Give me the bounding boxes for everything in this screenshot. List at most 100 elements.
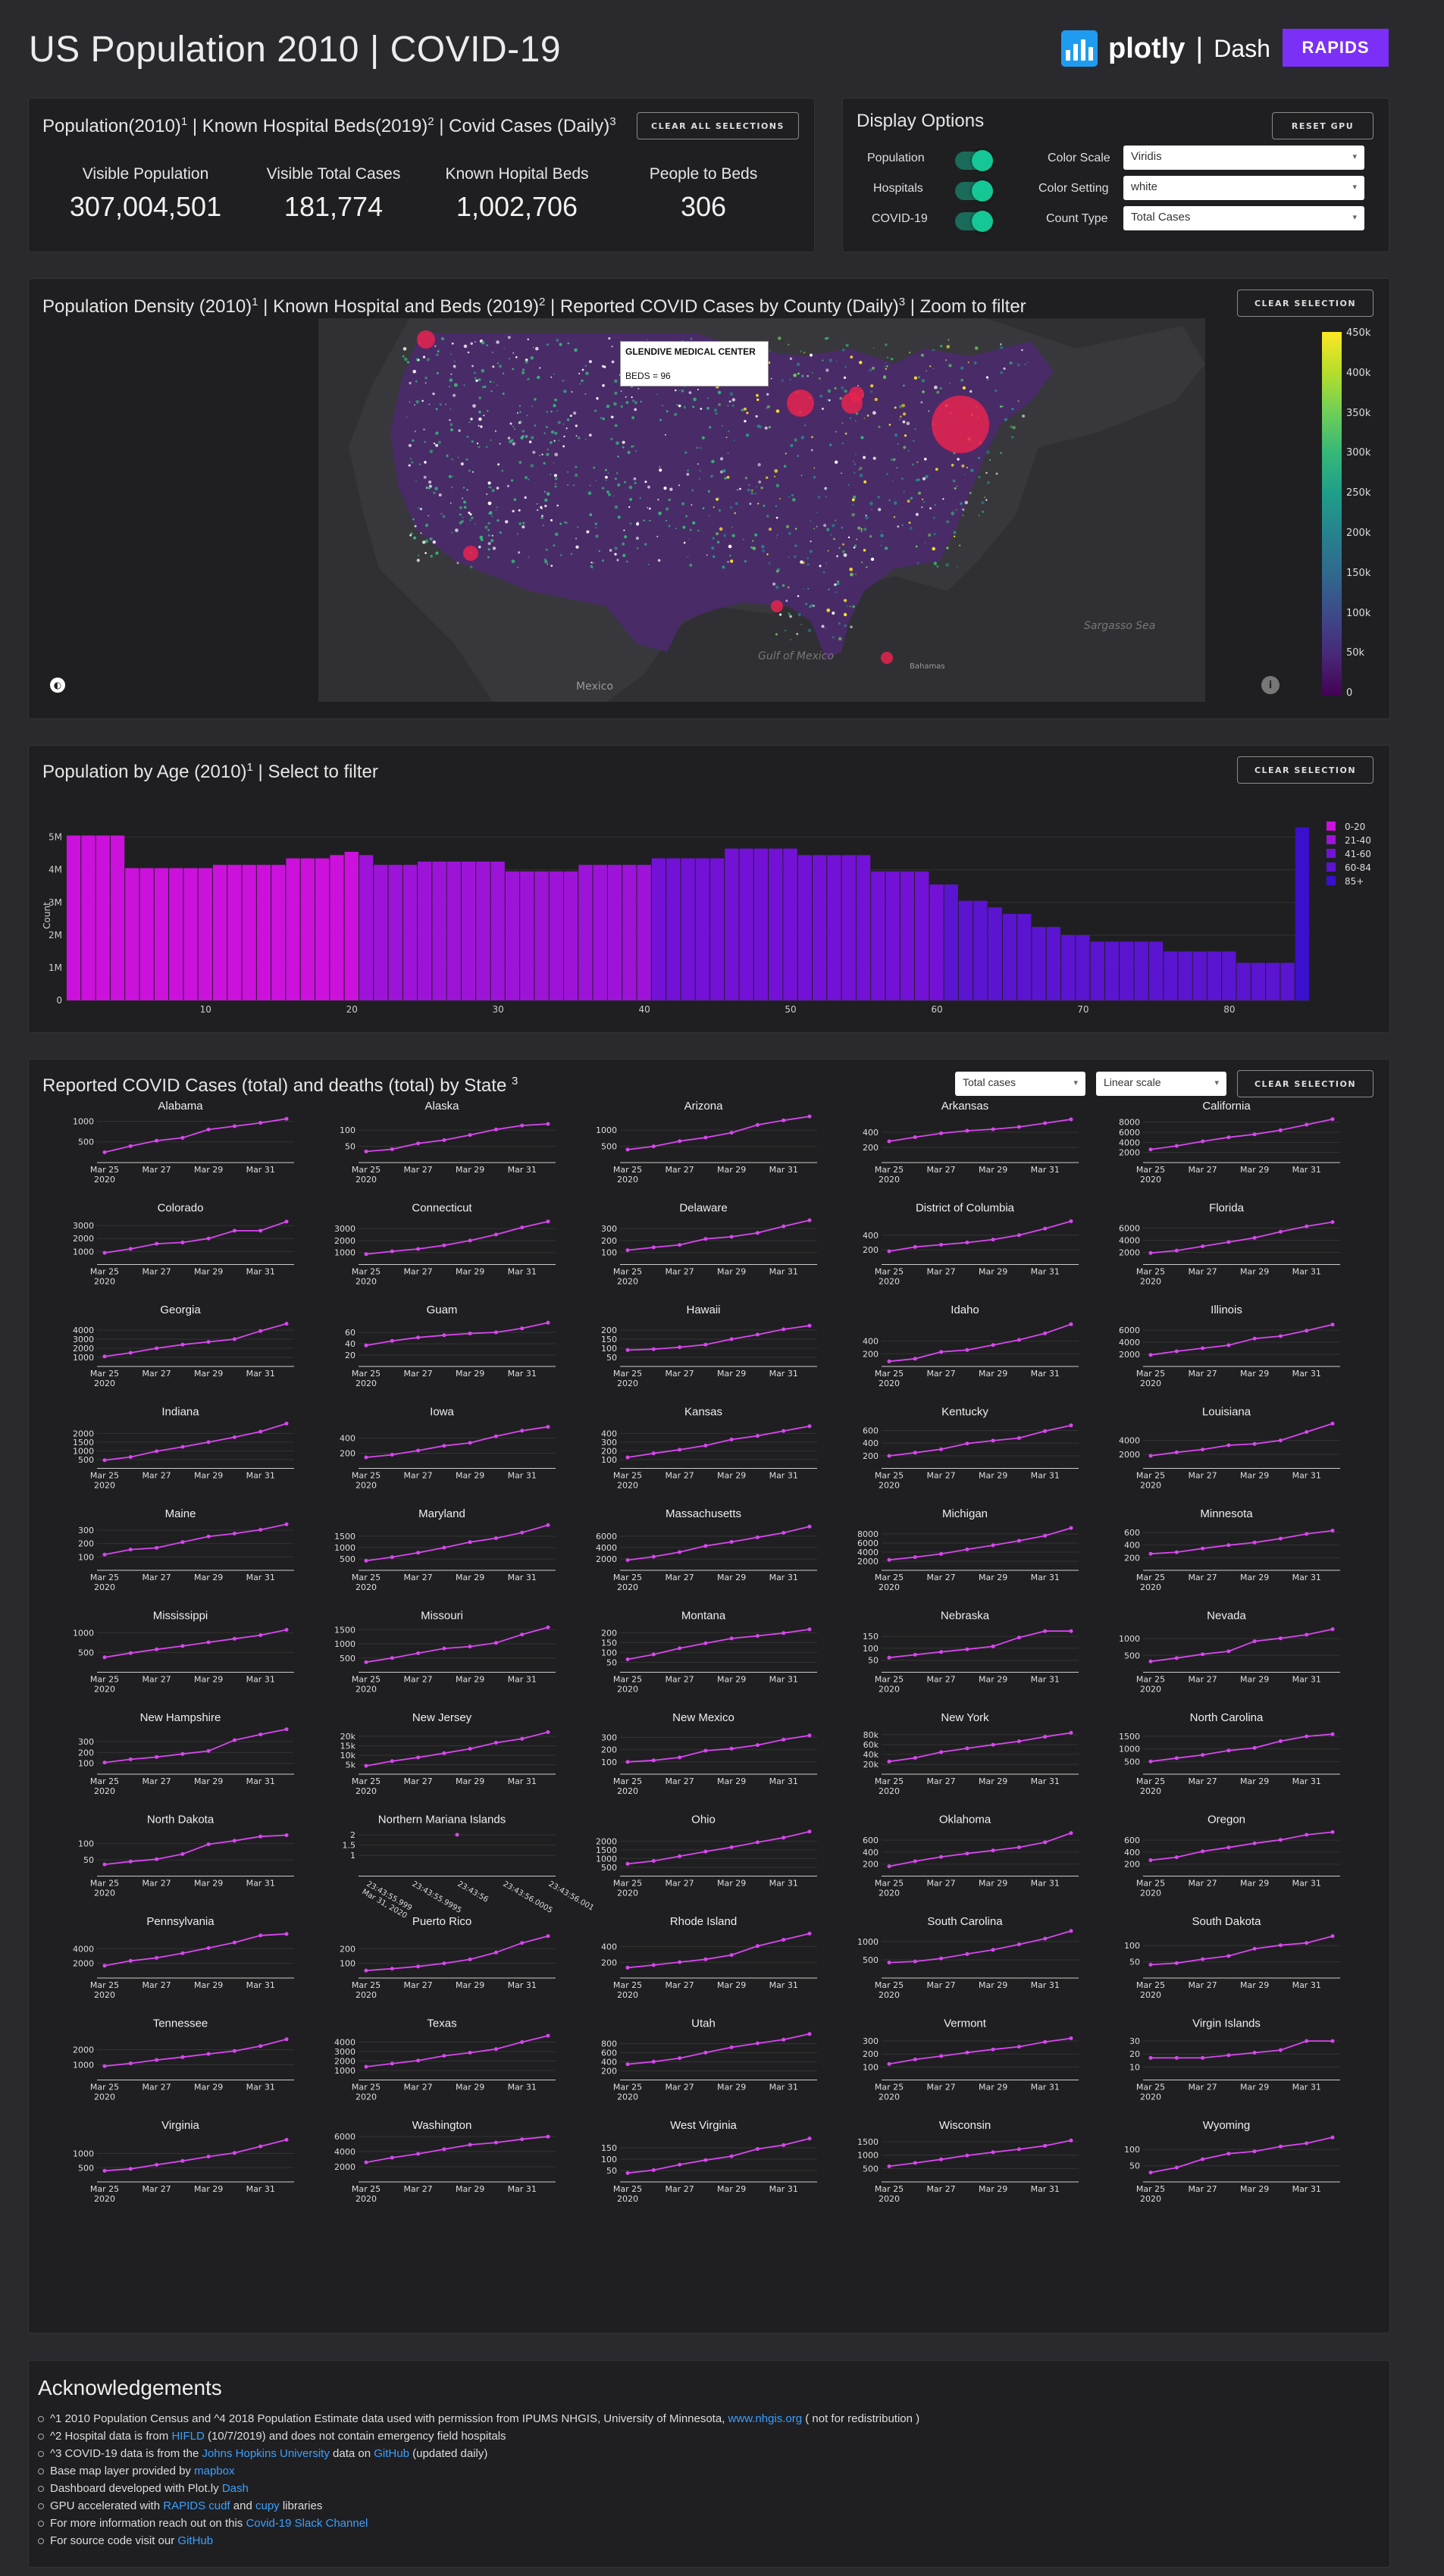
state-point[interactable] [807, 1931, 812, 1936]
acknowledgement-link[interactable]: Covid-19 Slack Channel [246, 2517, 368, 2530]
state-point[interactable] [102, 1458, 107, 1463]
state-point[interactable] [364, 1968, 368, 1973]
state-point[interactable] [913, 1244, 917, 1249]
state-point[interactable] [1174, 1349, 1179, 1354]
state-point[interactable] [1201, 1346, 1205, 1351]
state-point[interactable] [520, 2040, 525, 2044]
state-point[interactable] [1330, 1421, 1335, 1426]
age-bar[interactable] [827, 855, 841, 1000]
age-bar[interactable] [300, 858, 315, 1000]
state-point[interactable] [1252, 1336, 1257, 1341]
state-point[interactable] [703, 1135, 708, 1140]
state-point[interactable] [1148, 2055, 1153, 2060]
state-point[interactable] [1174, 1855, 1179, 1860]
state-line[interactable] [104, 2139, 287, 2172]
state-point[interactable] [258, 2044, 263, 2049]
state-point[interactable] [520, 1632, 525, 1637]
state-point[interactable] [887, 1139, 891, 1144]
state-point[interactable] [128, 2061, 133, 2066]
state-line[interactable] [1150, 1935, 1333, 1966]
state-point[interactable] [807, 1829, 812, 1834]
state-point[interactable] [493, 1741, 498, 1745]
state-point[interactable] [232, 1940, 236, 1945]
state-point[interactable] [1305, 1833, 1309, 1837]
state-point[interactable] [546, 2033, 550, 2038]
state-point[interactable] [1226, 1954, 1231, 1958]
state-line[interactable] [365, 1322, 549, 1347]
state-point[interactable] [755, 1743, 760, 1748]
acknowledgement-link[interactable]: Dash [221, 2482, 249, 2495]
age-bar[interactable] [534, 871, 549, 1000]
age-bar[interactable] [753, 848, 769, 1000]
age-bar[interactable] [769, 848, 783, 1000]
state-line[interactable] [888, 1930, 1072, 1964]
age-bar[interactable] [944, 884, 958, 1000]
state-point[interactable] [887, 1864, 891, 1869]
state-line[interactable] [627, 2137, 810, 2174]
age-bar[interactable] [1164, 951, 1178, 1000]
state-point[interactable] [468, 1238, 472, 1243]
state-point[interactable] [625, 1347, 630, 1352]
state-point[interactable] [1305, 1224, 1309, 1229]
state-point[interactable] [1278, 2144, 1283, 2149]
state-point[interactable] [102, 1655, 107, 1660]
state-point[interactable] [520, 1123, 525, 1128]
state-point[interactable] [206, 1945, 211, 1950]
state-point[interactable] [703, 1443, 708, 1448]
state-point[interactable] [468, 1332, 472, 1335]
state-point[interactable] [468, 1540, 472, 1545]
state-point[interactable] [1016, 1942, 1021, 1947]
state-point[interactable] [1278, 1636, 1283, 1641]
state-point[interactable] [887, 1359, 891, 1363]
state-point[interactable] [729, 1337, 734, 1341]
state-point[interactable] [180, 1751, 185, 1756]
state-line[interactable] [888, 1832, 1072, 1867]
state-point[interactable] [965, 1128, 969, 1133]
age-bar[interactable] [783, 848, 797, 1000]
age-bar[interactable] [564, 871, 578, 1000]
state-point[interactable] [232, 2151, 236, 2155]
age-bar[interactable] [1236, 962, 1251, 1001]
clear-all-selections-button[interactable]: CLEAR ALL SELECTIONS [637, 112, 799, 139]
age-bar[interactable] [446, 861, 461, 1000]
state-point[interactable] [468, 1957, 472, 1961]
state-point[interactable] [1201, 1546, 1205, 1551]
state-line[interactable] [1150, 1423, 1333, 1457]
state-point[interactable] [1148, 1147, 1153, 1152]
state-point[interactable] [887, 1557, 891, 1562]
state-point[interactable] [1043, 1533, 1048, 1538]
state-point[interactable] [1174, 1756, 1179, 1761]
state-point[interactable] [128, 1351, 133, 1355]
state-point[interactable] [364, 1343, 368, 1347]
age-bar[interactable] [388, 865, 403, 1000]
state-point[interactable] [625, 1147, 630, 1152]
state-point[interactable] [807, 1424, 812, 1429]
state-point[interactable] [1069, 1929, 1073, 1933]
state-point[interactable] [939, 1750, 944, 1754]
state-point[interactable] [284, 1522, 289, 1526]
age-bar[interactable] [359, 855, 374, 1000]
state-point[interactable] [913, 1652, 917, 1657]
state-point[interactable] [678, 1243, 682, 1247]
state-point[interactable] [703, 1342, 708, 1347]
age-bar[interactable] [856, 855, 871, 1000]
state-point[interactable] [729, 1746, 734, 1751]
covid-toggle[interactable] [955, 211, 993, 232]
state-point[interactable] [1330, 2135, 1335, 2139]
state-point[interactable] [493, 1232, 498, 1237]
state-point[interactable] [991, 1438, 995, 1443]
state-point[interactable] [180, 1540, 185, 1545]
state-point[interactable] [1305, 1329, 1309, 1333]
state-point[interactable] [1043, 1331, 1048, 1335]
acknowledgement-link[interactable]: cupy [255, 2499, 280, 2512]
state-point[interactable] [782, 1737, 786, 1742]
state-point[interactable] [703, 1849, 708, 1854]
state-point[interactable] [364, 1149, 368, 1153]
state-point[interactable] [651, 2168, 656, 2172]
state-point[interactable] [180, 2055, 185, 2059]
